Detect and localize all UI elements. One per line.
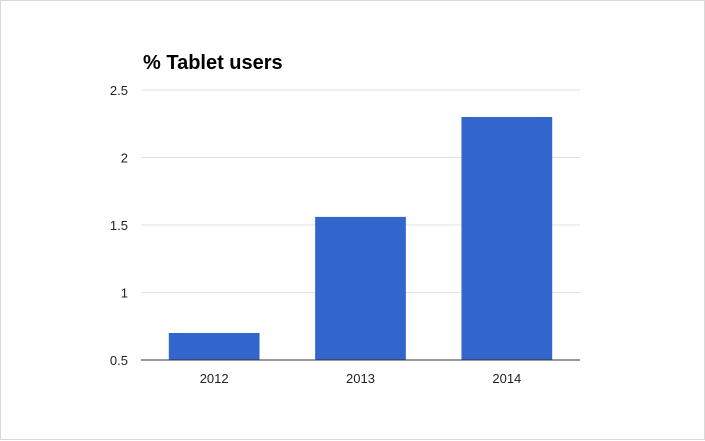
bar-2013 xyxy=(315,216,406,360)
bar-2014 xyxy=(461,117,553,360)
y-tick-label: 2.5 xyxy=(110,83,128,98)
x-tick-label: 2012 xyxy=(200,371,229,386)
bars xyxy=(168,117,553,360)
y-tick-label: 1.5 xyxy=(110,218,128,233)
bar-2012 xyxy=(168,333,260,360)
x-tick-label: 2014 xyxy=(492,371,521,386)
chart-title: % Tablet users xyxy=(143,52,283,74)
y-tick-label: 2 xyxy=(121,151,128,166)
y-tick-label: 1 xyxy=(121,286,128,301)
x-axis-ticks: 2012 2013 2014 xyxy=(200,371,522,386)
y-tick-label: 0.5 xyxy=(110,353,128,368)
y-axis-ticks: 0.5 1 1.5 2 2.5 xyxy=(110,83,128,368)
x-tick-label: 2013 xyxy=(346,371,375,386)
